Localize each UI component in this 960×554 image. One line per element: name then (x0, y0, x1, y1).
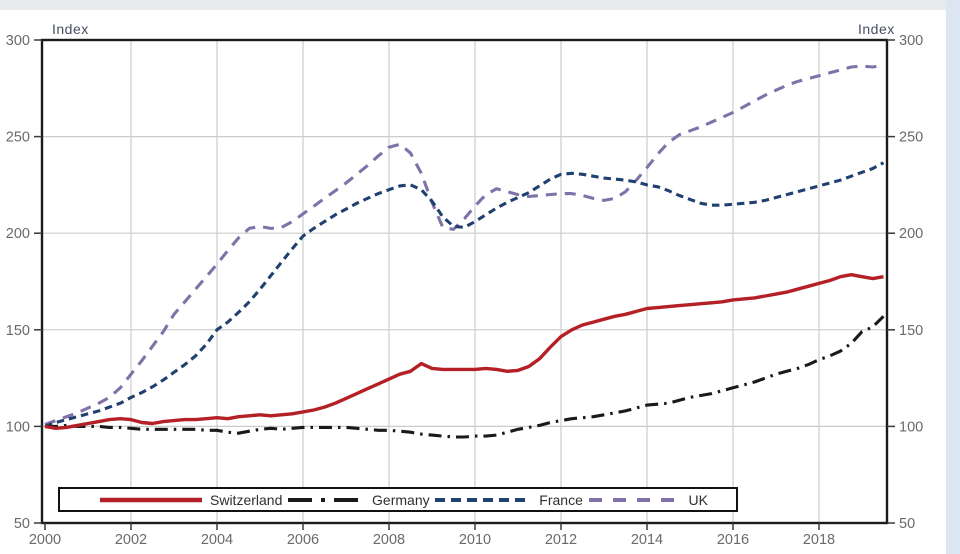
legend-label-france: France (539, 491, 583, 508)
x-tick-label: 2004 (201, 532, 233, 548)
legend-label-switzerland: Switzerland (210, 491, 283, 508)
legend-line-sample-france (435, 497, 532, 502)
window-top-edge (0, 0, 960, 10)
y-tick-label-right: 100 (899, 419, 923, 435)
plot-frame (40, 38, 889, 525)
y-axis-title-left: Index (52, 21, 89, 37)
y-tick-label-left: 300 (6, 33, 30, 49)
y-tick-label-left: 50 (14, 516, 30, 532)
legend-item-france: France (433, 492, 583, 508)
y-tick-label-right: 300 (899, 33, 923, 49)
legend-line-sample-germany (288, 497, 365, 502)
y-tick-label-right: 200 (899, 226, 923, 242)
y-tick-label-left: 150 (6, 323, 30, 339)
series-line-france (44, 161, 885, 428)
x-tick-label: 2018 (803, 532, 835, 548)
window-right-edge (946, 0, 960, 554)
legend-item-switzerland: Switzerland (98, 492, 282, 508)
x-tick-label: 2012 (545, 532, 577, 548)
x-tick-label: 2016 (717, 532, 749, 548)
y-tick-label-right: 50 (899, 516, 915, 532)
legend-label-uk: UK (688, 491, 708, 508)
y-tick-label-left: 200 (6, 226, 30, 242)
x-tick-label: 2010 (459, 532, 491, 548)
legend: Switzerland Germany France UK (58, 487, 738, 512)
x-tick-label: 2008 (373, 532, 405, 548)
legend-line-sample-uk (588, 497, 681, 502)
y-tick-label-left: 250 (6, 130, 30, 146)
y-tick-label-right: 250 (899, 130, 923, 146)
x-tick-label: 2014 (631, 532, 663, 548)
series-line-uk (44, 63, 884, 426)
legend-item-germany: Germany (286, 492, 430, 508)
series-line-switzerland (44, 273, 884, 430)
x-tick-label: 2006 (287, 532, 319, 548)
series-line-germany (45, 315, 885, 439)
legend-label-germany: Germany (372, 491, 430, 508)
y-axis-title-right: Index (858, 21, 895, 37)
x-tick-label: 2002 (115, 532, 147, 548)
x-tick-label: 2000 (29, 532, 61, 548)
legend-line-sample-switzerland (100, 497, 202, 502)
y-tick-label-left: 100 (6, 419, 30, 435)
legend-item-uk: UK (587, 492, 708, 508)
y-tick-label-right: 150 (899, 323, 923, 339)
